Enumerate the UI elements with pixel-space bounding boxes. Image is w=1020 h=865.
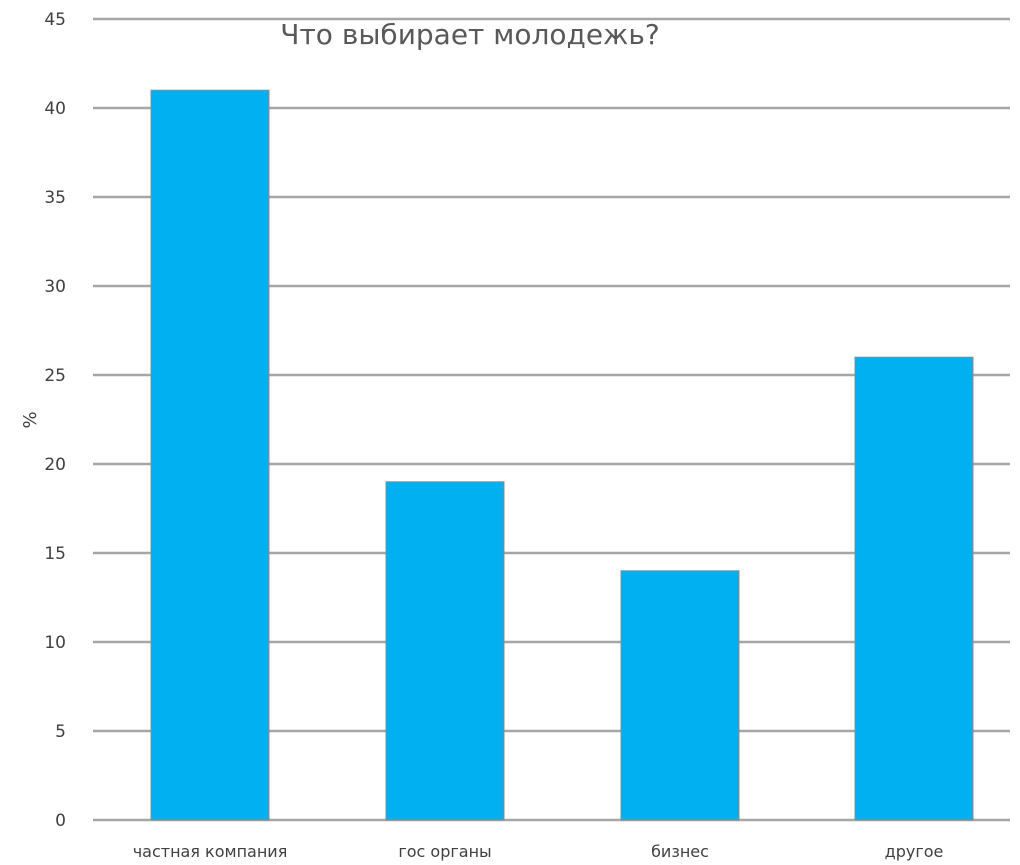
bar: [385, 481, 505, 821]
x-tick-label: бизнес: [651, 842, 709, 861]
y-tick-labels: 0 5 10 15 20 25 30 35 40 45: [44, 10, 66, 831]
chart-title: Что выбирает молодежь?: [280, 18, 659, 51]
y-tick-label: 25: [44, 366, 66, 386]
y-tick-label: 30: [44, 277, 66, 297]
y-tick-label: 40: [44, 99, 66, 119]
bar: [854, 356, 974, 821]
x-tick-label: частная компания: [133, 842, 288, 861]
y-tick-label: 15: [44, 544, 66, 564]
bar: [150, 89, 270, 821]
y-tick-label: 20: [44, 455, 66, 475]
bars: [150, 89, 974, 821]
y-tick-label: 45: [44, 10, 66, 30]
y-axis-label: %: [20, 411, 41, 428]
bar: [620, 570, 740, 821]
x-tick-labels: частная компания гос органы бизнес другое: [133, 842, 944, 861]
y-tick-label: 35: [44, 188, 66, 208]
y-tick-label: 10: [44, 633, 66, 653]
y-tick-label: 5: [55, 722, 66, 742]
y-tick-label: 0: [55, 811, 66, 831]
x-tick-label: гос органы: [398, 842, 491, 861]
x-tick-label: другое: [885, 842, 944, 861]
